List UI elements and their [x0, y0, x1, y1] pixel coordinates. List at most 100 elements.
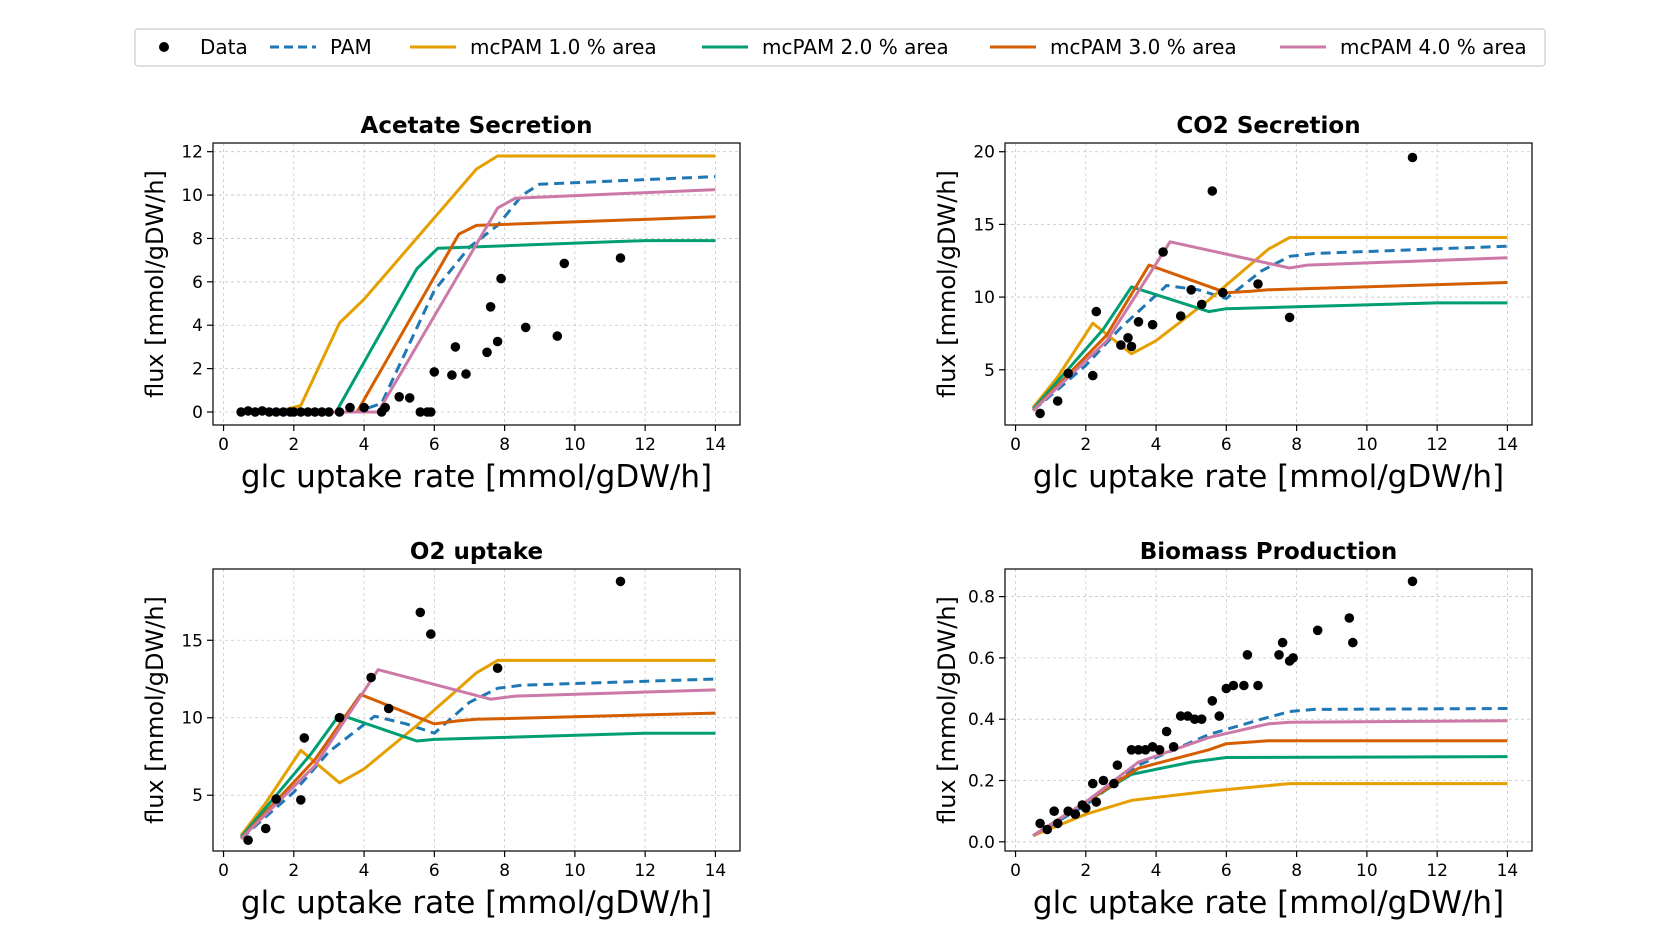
chart-title: O2 uptake [410, 539, 543, 565]
series-line [1031, 236, 1508, 409]
data-point [1168, 742, 1179, 752]
data-point [334, 407, 345, 417]
y-tick-label: 15 [181, 631, 203, 651]
x-tick-label: 8 [1291, 861, 1302, 881]
x-tick-label: 0 [218, 861, 229, 881]
data-point [615, 576, 626, 587]
y-axis-label: flux [mmol/gDW/h] [141, 170, 169, 398]
data-point [1277, 637, 1288, 648]
scatter-group [1035, 152, 1418, 419]
y-axis-label: flux [mmol/gDW/h] [933, 596, 961, 824]
data-point [485, 302, 496, 312]
y-tick-label: 0.8 [968, 588, 995, 608]
data-point [492, 336, 503, 347]
x-tick-label: 10 [1356, 861, 1378, 881]
series-line [1032, 755, 1508, 837]
data-point [1049, 806, 1059, 816]
x-tick-label: 8 [1291, 435, 1302, 455]
legend: Data PAM mcPAM 1.0 % area mcPAM 2.0 % area m… [134, 28, 1546, 67]
y-axis-label: flux [mmol/gDW/h] [933, 170, 961, 398]
series-line [1032, 707, 1508, 837]
x-tick-label: 8 [499, 861, 510, 881]
x-tick-label: 6 [429, 861, 440, 881]
y-tick-label: 12 [181, 143, 203, 163]
data-point [496, 273, 506, 284]
data-point [1091, 306, 1102, 317]
y-tick-label: 4 [192, 316, 203, 336]
data-point [1063, 368, 1073, 379]
data-point [415, 607, 426, 618]
data-point [1407, 152, 1418, 163]
legend-item: Data [159, 35, 248, 59]
data-point [482, 347, 492, 358]
data-point [299, 733, 310, 743]
x-tick-label: 14 [1497, 435, 1519, 455]
data-point [1052, 396, 1063, 406]
legend-marker-data [159, 42, 169, 52]
data-point [1158, 247, 1168, 257]
data-point [1116, 340, 1126, 350]
plot-frame [212, 142, 741, 426]
data-point [492, 663, 503, 673]
scatter-group [243, 576, 626, 845]
y-tick-label: 6 [192, 273, 203, 293]
data-point [1035, 818, 1045, 829]
data-point [1147, 319, 1158, 330]
data-point [310, 407, 320, 417]
data-point [1407, 576, 1418, 587]
series-line [1032, 240, 1508, 412]
y-tick-label: 8 [192, 229, 203, 249]
x-tick-label: 6 [429, 435, 440, 455]
data-point [1228, 680, 1239, 691]
series-line [240, 693, 716, 840]
x-tick-label: 0 [1010, 435, 1021, 455]
x-tick-label: 0 [1010, 861, 1021, 881]
series-line [1032, 263, 1508, 412]
data-point [1035, 408, 1045, 419]
data-point [380, 402, 391, 413]
data-point [345, 402, 355, 413]
data-point [296, 795, 306, 805]
y-tick-label: 0.4 [968, 710, 995, 730]
series-line [240, 668, 716, 840]
data-point [1253, 279, 1263, 289]
data-point [1133, 317, 1144, 327]
data-point [1123, 333, 1133, 343]
x-axis-label: glc uptake rate [mmol/gDW/h] [1033, 459, 1504, 495]
data-point [1196, 299, 1207, 310]
legend-label: PAM [330, 35, 372, 59]
x-axis-label: glc uptake rate [mmol/gDW/h] [1033, 885, 1504, 921]
x-tick-label: 4 [359, 435, 370, 455]
data-point [1344, 613, 1355, 623]
chart-title: Acetate Secretion [361, 113, 593, 139]
series-line [240, 677, 716, 840]
y-tick-label: 20 [973, 143, 995, 163]
y-tick-label: 0 [192, 403, 203, 423]
data-point [426, 629, 436, 639]
data-point [1126, 745, 1137, 755]
legend-label: mcPAM 2.0 % area [762, 35, 949, 59]
x-tick-label: 12 [1426, 861, 1448, 881]
series-group [241, 154, 716, 414]
data-point [447, 370, 457, 380]
y-tick-label: 0.2 [968, 772, 995, 792]
data-point [1196, 714, 1207, 724]
chart-panel: 0 2 4 6 8 10 12 14 0.0 0.2 0.4 0.6 0.8 Biomass Produc… [933, 539, 1533, 921]
data-point [1348, 637, 1358, 648]
data-point [1088, 370, 1098, 381]
legend-item: mcPAM 3.0 % area [990, 35, 1237, 59]
x-tick-label: 14 [1497, 861, 1519, 881]
x-tick-label: 10 [564, 861, 586, 881]
y-tick-label: 0.6 [968, 649, 995, 669]
data-point [383, 703, 394, 714]
y-tick-label: 10 [973, 288, 995, 308]
data-point [1161, 726, 1172, 737]
data-point [1207, 696, 1218, 706]
x-tick-label: 14 [705, 861, 727, 881]
data-point [615, 253, 626, 263]
series-line [241, 239, 716, 414]
x-tick-label: 6 [1221, 861, 1232, 881]
data-point [359, 402, 369, 413]
x-tick-label: 0 [218, 435, 229, 455]
series-group [1031, 236, 1508, 412]
